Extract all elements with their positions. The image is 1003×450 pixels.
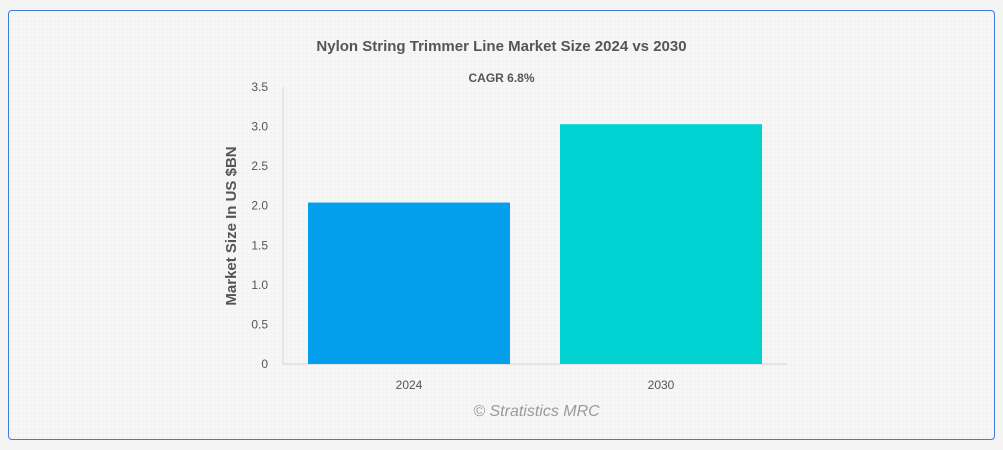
y-tick-label: 0.5 (251, 317, 268, 331)
y-tick-label: 3.0 (251, 120, 268, 134)
bars (308, 124, 762, 364)
y-tick-label: 2.0 (251, 199, 268, 213)
x-tick-label: 2024 (396, 378, 423, 392)
watermark: © Stratistics MRC (473, 403, 600, 420)
x-ticks: 2024 2030 (396, 378, 675, 392)
chart-subtitle: CAGR 6.8% (468, 71, 535, 85)
y-ticks: 0 0.5 1.0 1.5 2.0 2.5 3.0 3.5 (251, 80, 268, 371)
y-axis-label: Market Size In US $BN (223, 146, 240, 305)
y-tick-label: 3.5 (251, 80, 268, 94)
y-tick-label: 1.5 (251, 238, 268, 252)
x-tick-label: 2030 (648, 378, 675, 392)
bar-2030 (560, 124, 762, 364)
chart-title: Nylon String Trimmer Line Market Size 20… (316, 38, 687, 55)
y-tick-label: 1.0 (251, 278, 268, 292)
y-tick-label: 0 (261, 357, 268, 371)
y-tick-label: 2.5 (251, 159, 268, 173)
bar-2024 (308, 202, 510, 364)
